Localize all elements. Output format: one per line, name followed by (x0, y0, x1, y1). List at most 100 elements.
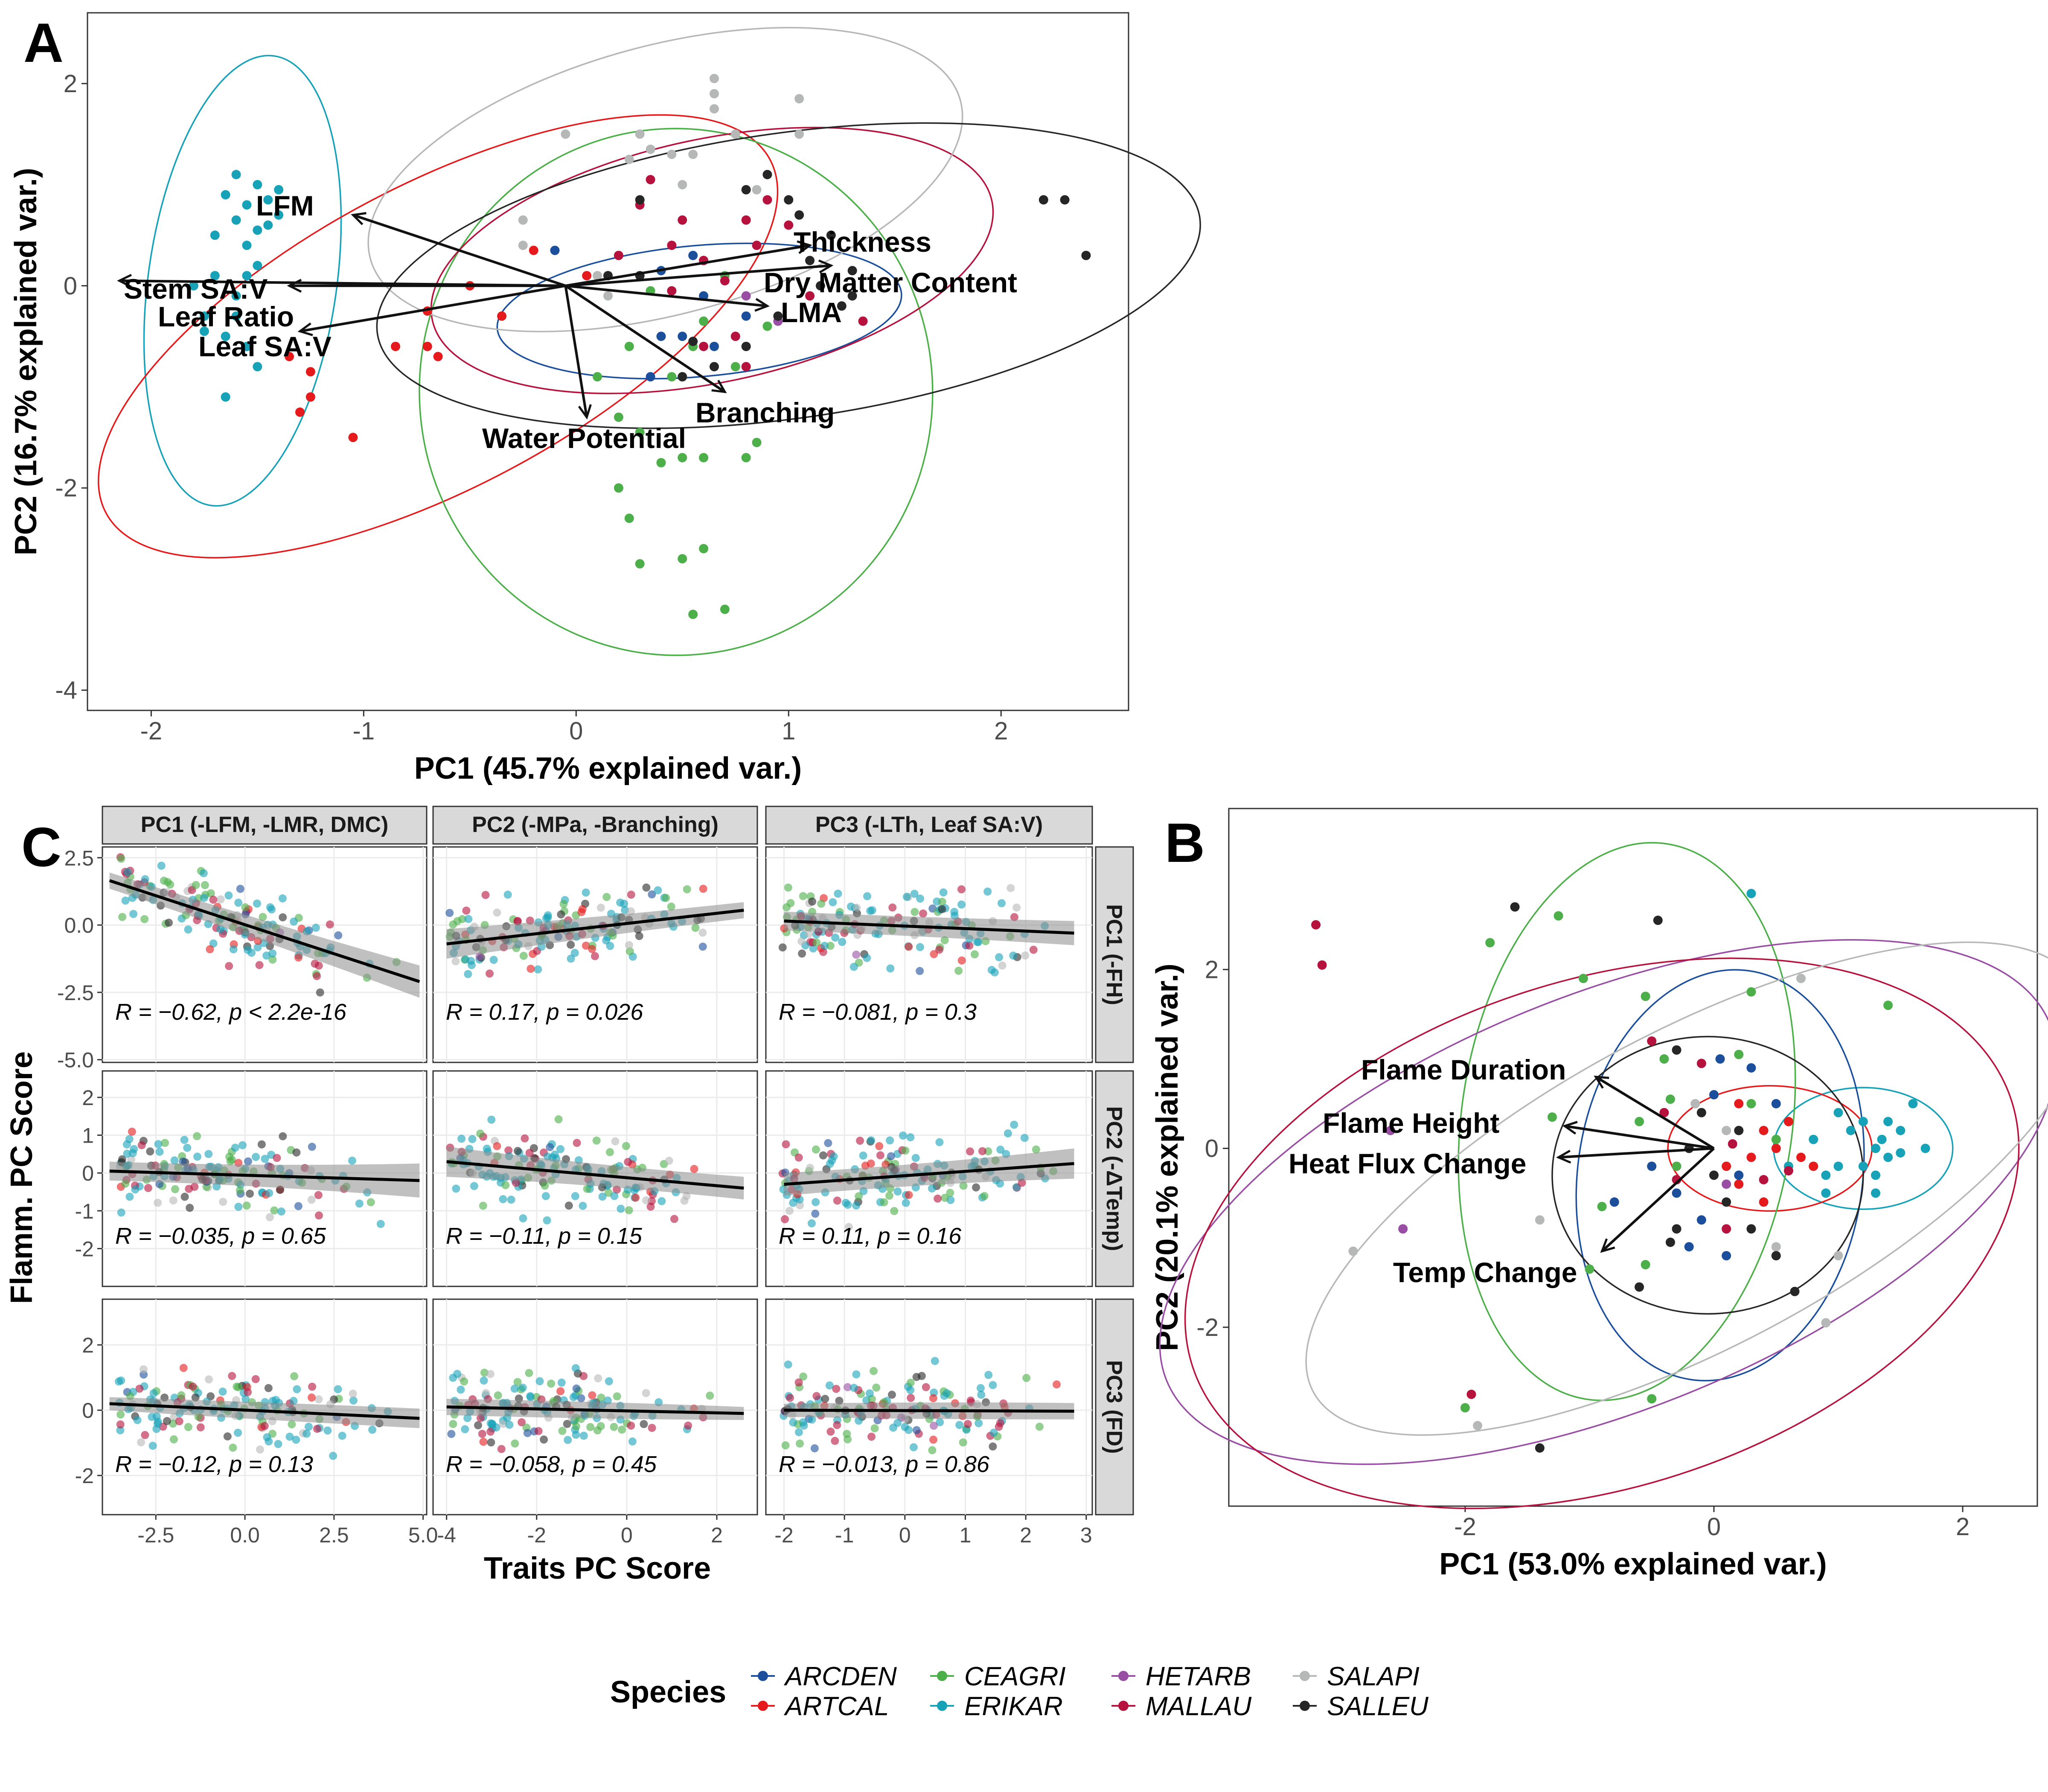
data-point-erikar (155, 1147, 164, 1156)
data-point-arcden (572, 1384, 581, 1393)
data-point-mallau (646, 175, 655, 184)
data-point-salapi (482, 1389, 490, 1397)
data-point-mallau (794, 1378, 803, 1387)
data-point-erikar (210, 230, 220, 240)
data-point-hetarb (844, 1383, 852, 1391)
data-point-erikar (499, 1195, 507, 1204)
panel-c: PC1 (-LFM, -LMR, DMC) PC2 (-MPa, -Branchi… (5, 806, 1134, 1585)
y-tick-label: 0 (82, 1161, 94, 1185)
data-point-artcal (179, 1364, 188, 1372)
data-point-erikar (234, 1202, 243, 1211)
data-point-ceagri (1734, 1050, 1744, 1059)
data-point-mallau (781, 1215, 789, 1223)
data-point-erikar (289, 1396, 298, 1405)
data-point-salapi (169, 1196, 177, 1205)
data-point-erikar (242, 271, 252, 281)
data-point-ceagri (796, 1439, 804, 1448)
data-point-mallau (957, 885, 966, 893)
data-point-artcal (1746, 1152, 1756, 1162)
data-point-erikar (285, 1432, 294, 1441)
legend-item-label: SALAPI (1327, 1662, 1420, 1691)
data-point-ceagri (169, 1435, 178, 1443)
data-point-salapi (137, 1438, 145, 1447)
data-point-erikar (526, 1392, 535, 1400)
data-point-erikar (838, 938, 847, 946)
data-point-ceagri (367, 1198, 375, 1207)
data-point-mallau (1722, 1224, 1731, 1234)
data-point-artcal (556, 1387, 565, 1396)
data-point-salleu (1709, 1170, 1719, 1180)
data-point-salapi (1690, 1099, 1700, 1108)
correlation-annotation: R = −0.62, p < 2.2e-16 (115, 999, 347, 1025)
facet-row-strip (1095, 1298, 1134, 1516)
regression-line (109, 1169, 420, 1182)
group-ellipse-mallau (1184, 957, 2020, 1510)
loading-arrow (1594, 1075, 1715, 1150)
data-point-erikar (995, 953, 1004, 961)
data-point-salapi (611, 1137, 620, 1146)
data-point-salapi (499, 1420, 507, 1428)
data-point-ceagri (118, 913, 127, 921)
data-point-erikar (849, 1384, 858, 1392)
data-point-salapi (561, 129, 570, 139)
data-point-artcal (285, 352, 294, 361)
data-point-salapi (667, 149, 677, 159)
data-point-ceagri (259, 913, 267, 921)
x-tick-label: 0 (1707, 1513, 1721, 1541)
data-point-erikar (943, 1389, 951, 1397)
confidence-band (446, 1146, 744, 1200)
data-point-mallau (141, 1431, 149, 1439)
y-tick-label: 2 (82, 1086, 94, 1110)
data-point-ceagri (1771, 1135, 1781, 1144)
data-point-ceagri (511, 1439, 519, 1448)
data-point-erikar (221, 392, 230, 402)
data-point-ceagri (762, 321, 772, 331)
data-point-salapi (796, 1201, 804, 1210)
legend-key-dot (758, 1671, 768, 1681)
data-point-erikar (535, 1377, 544, 1385)
data-point-ceagri (699, 316, 709, 326)
data-point-salapi (688, 149, 698, 159)
data-point-salapi (642, 1389, 650, 1397)
data-point-salleu (487, 1438, 495, 1447)
data-point-erikar (128, 1149, 137, 1158)
data-point-salleu (835, 1396, 844, 1405)
data-point-arcden (550, 245, 560, 255)
data-point-erikar (263, 1433, 271, 1442)
data-point-ceagri (241, 903, 250, 911)
data-point-erikar (812, 1198, 820, 1207)
data-point-ceagri (784, 883, 792, 892)
data-point-ceagri (872, 1383, 881, 1392)
data-point-ceagri (691, 924, 700, 932)
data-point-salleu (808, 897, 817, 906)
legend-key-dot (758, 1701, 768, 1711)
data-point-salapi (451, 957, 460, 966)
data-point-ceagri (116, 1410, 125, 1419)
data-point-erikar (855, 1417, 863, 1425)
data-point-ceagri (592, 1136, 601, 1145)
data-point-erikar (519, 1214, 527, 1222)
data-point-mallau (762, 195, 772, 205)
data-point-erikar (543, 1216, 551, 1225)
data-point-ceagri (938, 898, 946, 906)
data-point-salleu (563, 1420, 571, 1428)
data-point-mallau (251, 1375, 260, 1383)
data-point-salleu (1635, 1282, 1644, 1292)
correlation-annotation: R = 0.17, p = 0.026 (446, 999, 643, 1025)
data-point-salleu (191, 1393, 200, 1402)
data-point-salapi (518, 241, 528, 250)
data-point-erikar (910, 890, 919, 898)
data-point-mallau (1783, 1166, 1793, 1175)
data-point-erikar (1020, 1134, 1029, 1142)
data-point-erikar (265, 1189, 273, 1197)
data-point-erikar (556, 1145, 564, 1153)
data-point-erikar (131, 1185, 140, 1194)
data-point-erikar (935, 1138, 944, 1146)
regression-line (784, 1162, 1074, 1186)
data-point-erikar (989, 1428, 998, 1437)
legend-key-dot (1300, 1701, 1310, 1711)
data-point-salapi (1535, 1215, 1545, 1225)
data-point-ceagri (166, 880, 175, 889)
data-point-artcal (529, 245, 538, 255)
group-ellipse-salleu (376, 122, 1201, 429)
